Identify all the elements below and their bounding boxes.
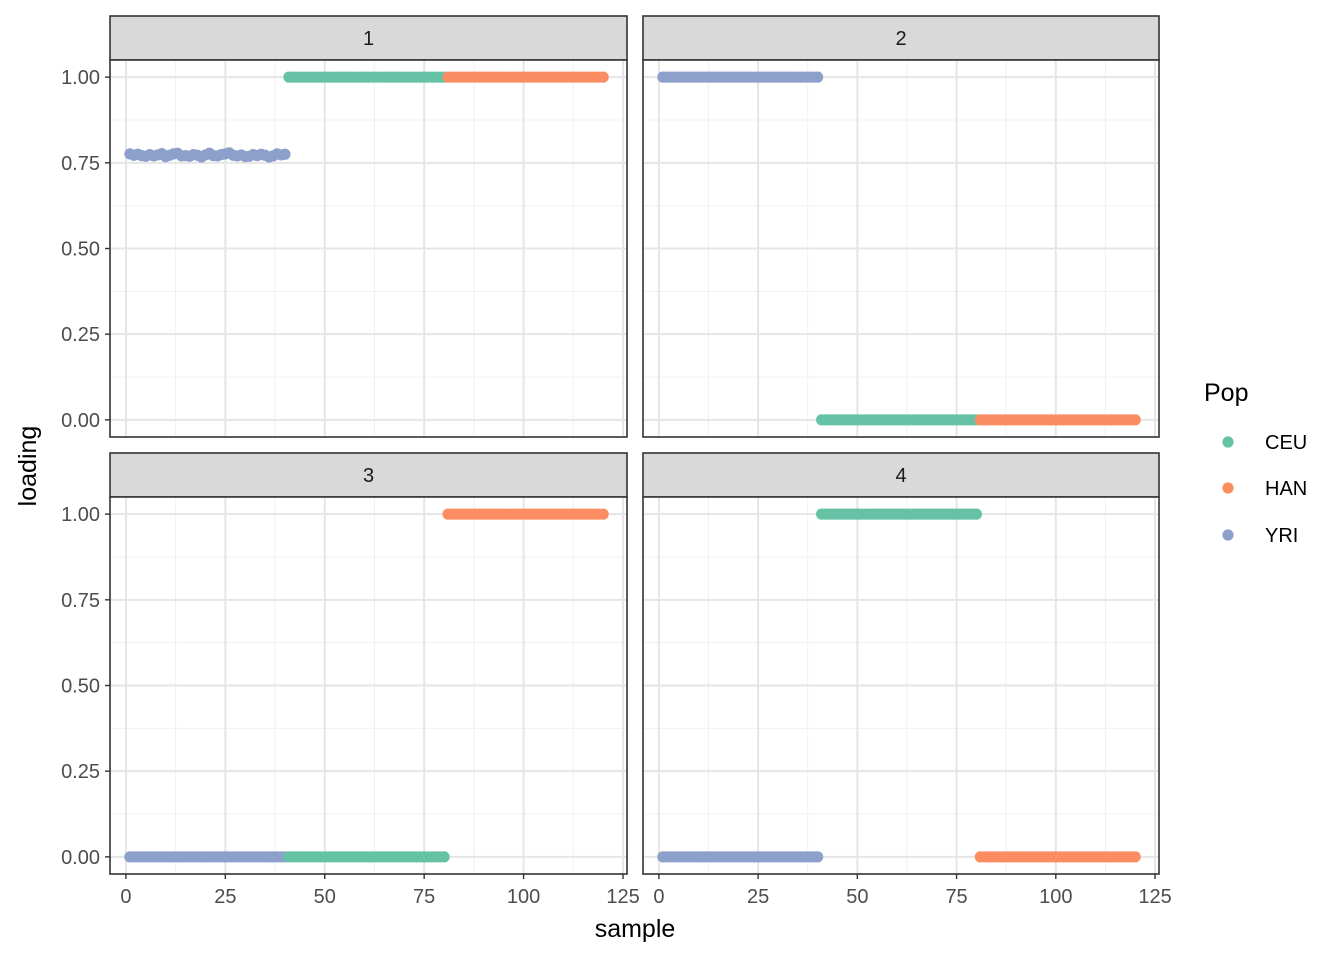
- legend-label: CEU: [1265, 432, 1307, 454]
- y-tick-label: 0.25: [61, 761, 100, 783]
- point-han: [1129, 851, 1141, 863]
- y-tick-label: 0.50: [61, 239, 100, 261]
- legend-key: [1222, 436, 1234, 448]
- y-tick-label: 0.75: [61, 590, 100, 612]
- y-tick-label: 0.50: [61, 676, 100, 698]
- legend-label: YRI: [1265, 525, 1298, 547]
- point-han: [597, 71, 609, 83]
- facet-strip-label: 1: [363, 28, 374, 50]
- x-tick-label: 50: [846, 886, 868, 908]
- legend-item-han: HAN: [1222, 478, 1307, 500]
- facet-strip-label: 2: [895, 28, 906, 50]
- legend-title: Pop: [1204, 379, 1248, 407]
- facet-strip: [109, 15, 628, 61]
- x-tick-label: 125: [1138, 886, 1171, 908]
- point-yri: [812, 851, 824, 863]
- facet-panels: 10.000.250.500.751.00230.000.250.500.751…: [61, 15, 1172, 908]
- y-tick-label: 0.25: [61, 324, 100, 346]
- x-tick-label: 0: [653, 886, 664, 908]
- point-yri: [812, 71, 824, 83]
- x-tick-label: 100: [507, 886, 540, 908]
- point-ceu: [438, 851, 450, 863]
- facet-panel-1: 1 0.00 0.25 0.50 0.75 1.00: [61, 15, 628, 438]
- x-tick-label: 50: [314, 886, 336, 908]
- x-tick-label: 75: [413, 886, 435, 908]
- panel-border: [642, 496, 1160, 875]
- facet-strip: [109, 452, 628, 498]
- point-yri: [279, 148, 291, 160]
- y-tick-label: 0.00: [61, 410, 100, 432]
- legend-key: [1222, 482, 1234, 494]
- x-tick-label: 0: [120, 886, 131, 908]
- legend-item-ceu: CEU: [1222, 432, 1307, 454]
- legend-key: [1222, 529, 1234, 541]
- legend-item-yri: YRI: [1222, 525, 1298, 547]
- facet-strip-label: 4: [895, 465, 906, 487]
- facet-strip: [642, 15, 1160, 61]
- x-tick-label: 125: [606, 886, 639, 908]
- x-tick-label: 75: [945, 886, 967, 908]
- legend: Pop CEU HAN YRI: [1204, 379, 1307, 547]
- panel-border: [642, 59, 1160, 438]
- facet-panel-3: 3 0.00 0.25 0.50 0.75 1.00 0 25 50 75 100 125: [61, 452, 640, 908]
- point-han: [1129, 414, 1141, 426]
- point-ceu: [970, 508, 983, 520]
- facet-panel-2: 2: [642, 15, 1160, 438]
- x-tick-label: 100: [1039, 886, 1072, 908]
- y-axis-title: loading: [14, 426, 42, 507]
- facet-panel-4: 4 0 25 50 75 100 125: [642, 452, 1172, 908]
- facet-strip: [642, 452, 1160, 498]
- legend-label: HAN: [1265, 478, 1307, 500]
- y-tick-label: 0.75: [61, 153, 100, 175]
- y-tick-label: 1.00: [61, 504, 100, 526]
- x-tick-label: 25: [214, 886, 236, 908]
- point-han: [597, 508, 609, 520]
- x-tick-label: 25: [747, 886, 769, 908]
- y-tick-label: 0.00: [61, 847, 100, 869]
- y-tick-label: 1.00: [61, 67, 100, 89]
- facet-strip-label: 3: [363, 465, 374, 487]
- x-axis-title: sample: [595, 915, 676, 943]
